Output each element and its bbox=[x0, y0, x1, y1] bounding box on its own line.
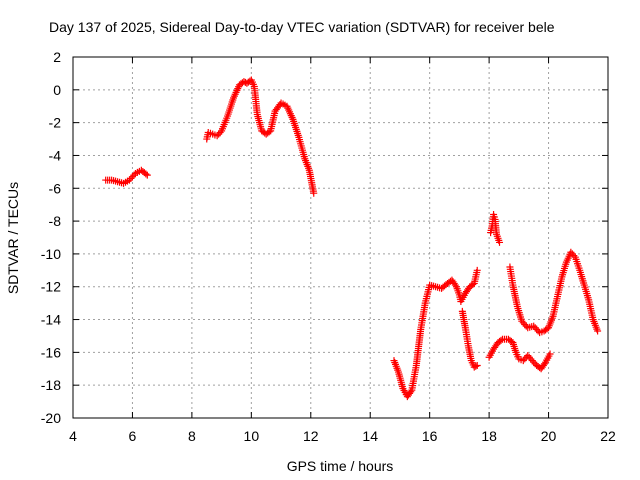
y-tick-label: -20 bbox=[41, 410, 61, 426]
data-point-marker bbox=[496, 238, 504, 246]
data-point-marker bbox=[472, 362, 480, 370]
x-tick-label: 14 bbox=[362, 428, 378, 444]
y-tick-label: -10 bbox=[41, 246, 61, 262]
axis-ticks: 4 6 8 10 12 14 16 18 20 22-20-18-16-14-12-10-8-6-… bbox=[41, 49, 616, 444]
x-tick-label: 22 bbox=[600, 428, 616, 444]
y-tick-label: -4 bbox=[49, 147, 62, 163]
series-segment-1 bbox=[102, 166, 151, 187]
data-point-marker bbox=[473, 266, 481, 274]
series-segment-6 bbox=[487, 211, 504, 246]
data-point-marker bbox=[567, 248, 575, 256]
data-point-marker bbox=[518, 317, 526, 325]
y-tick-label: -16 bbox=[41, 344, 61, 360]
data-point-marker bbox=[128, 173, 136, 181]
data-point-marker bbox=[143, 171, 151, 179]
data-point-marker bbox=[530, 358, 538, 366]
data-point-marker bbox=[213, 132, 221, 140]
data-point-marker bbox=[519, 319, 527, 327]
data-point-marker bbox=[216, 128, 224, 136]
x-tick-label: 4 bbox=[69, 428, 77, 444]
x-tick-label: 20 bbox=[541, 428, 557, 444]
data-point-marker bbox=[470, 363, 478, 371]
data-point-marker bbox=[215, 130, 223, 138]
data-point-marker bbox=[530, 322, 538, 330]
data-point-marker bbox=[568, 250, 576, 258]
x-tick-label: 12 bbox=[303, 428, 319, 444]
data-point-marker bbox=[521, 355, 529, 363]
data-point-marker bbox=[534, 327, 542, 335]
data-point-marker bbox=[127, 174, 135, 182]
y-axis-label: SDTVAR / TECUs bbox=[5, 182, 21, 294]
y-tick-label: -2 bbox=[49, 115, 62, 131]
data-point-marker bbox=[531, 324, 539, 332]
data-point-marker bbox=[451, 281, 459, 289]
data-point-marker bbox=[570, 252, 578, 260]
data-point-marker bbox=[519, 357, 527, 365]
y-tick-label: 0 bbox=[53, 82, 61, 98]
chart-title: Day 137 of 2025, Sidereal Day-to-day VTE… bbox=[49, 19, 555, 35]
x-tick-label: 8 bbox=[188, 428, 196, 444]
data-point-marker bbox=[594, 327, 602, 335]
series-segment-5 bbox=[485, 335, 554, 373]
x-tick-label: 6 bbox=[129, 428, 137, 444]
data-point-marker bbox=[528, 357, 536, 365]
data-point-marker bbox=[540, 360, 548, 368]
y-tick-label: -12 bbox=[41, 279, 61, 295]
x-axis-label: GPS time / hours bbox=[287, 458, 394, 474]
data-point-marker bbox=[525, 353, 533, 361]
data-point-marker bbox=[497, 336, 505, 344]
data-point-marker bbox=[521, 320, 529, 328]
data-point-marker bbox=[524, 352, 532, 360]
series-segment-7 bbox=[506, 248, 602, 337]
y-tick-label: -18 bbox=[41, 377, 61, 393]
x-tick-label: 16 bbox=[422, 428, 438, 444]
grid bbox=[73, 57, 608, 418]
y-tick-label: -6 bbox=[49, 180, 62, 196]
data-point-marker bbox=[125, 176, 133, 184]
data-point-marker bbox=[310, 189, 318, 197]
data-point-marker bbox=[546, 350, 554, 358]
y-tick-label: -14 bbox=[41, 312, 61, 328]
data-point-marker bbox=[527, 355, 535, 363]
data-points bbox=[102, 76, 602, 401]
y-tick-label: 2 bbox=[53, 49, 61, 65]
series-segment-2 bbox=[203, 76, 318, 197]
data-point-marker bbox=[407, 388, 415, 396]
series-segment-4 bbox=[458, 307, 481, 371]
x-tick-label: 18 bbox=[481, 428, 497, 444]
data-point-marker bbox=[473, 361, 481, 369]
y-tick-label: -8 bbox=[49, 213, 62, 229]
series-segment-3 bbox=[390, 266, 481, 401]
data-point-marker bbox=[142, 170, 150, 178]
data-point-marker bbox=[533, 325, 541, 333]
x-tick-label: 10 bbox=[244, 428, 260, 444]
plot-frame bbox=[72, 56, 609, 419]
